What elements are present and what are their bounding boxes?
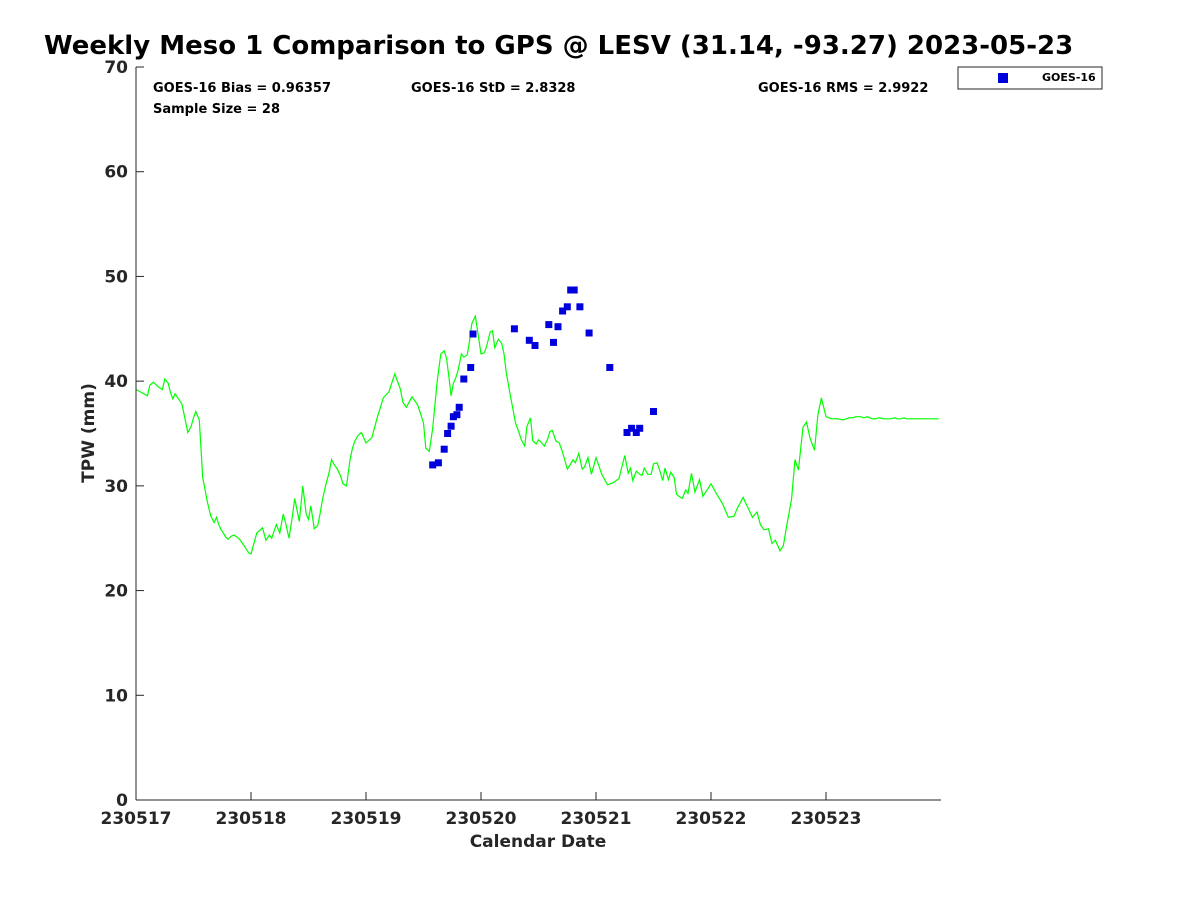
goes-point — [469, 330, 477, 338]
goes-point — [429, 461, 437, 469]
bias-stat: GOES-16 Bias = 0.96357 — [153, 81, 331, 96]
legend-goes-marker — [998, 73, 1008, 83]
goes-point — [550, 338, 557, 346]
legend-box — [957, 66, 1103, 90]
goes-point — [440, 445, 448, 453]
x-tick-label: 230518 — [216, 809, 287, 829]
y-axis-label: TPW (mm) — [79, 383, 99, 483]
y-ticks: 0 10 20 30 40 50 60 70 — [104, 58, 144, 811]
gps-tpw-line — [135, 314, 939, 555]
goes-point — [447, 422, 455, 430]
plot-area — [136, 67, 941, 800]
x-tick-label: 230519 — [331, 809, 402, 829]
goes-series-layer — [429, 286, 657, 469]
x-ticks: 230517 230518 230519 230520 230521 230522 2305… — [101, 792, 862, 829]
y-tick-label: 0 — [116, 791, 128, 811]
goes-point — [632, 429, 640, 436]
y-tick-label: 70 — [104, 58, 128, 78]
goes-point — [545, 321, 553, 329]
goes-point — [636, 424, 644, 432]
goes-point — [585, 329, 593, 337]
x-tick-label: 230521 — [561, 809, 632, 829]
x-tick-label: 230520 — [446, 809, 517, 829]
y-tick-label: 30 — [104, 477, 128, 497]
goes-point — [570, 286, 578, 294]
y-tick-label: 40 — [104, 372, 128, 392]
y-tick-label: 50 — [104, 267, 128, 287]
goes-point — [453, 411, 461, 419]
goes-point — [576, 303, 584, 311]
goes-point — [628, 424, 636, 432]
x-tick-label: 230522 — [676, 809, 747, 829]
goes-point — [460, 375, 468, 383]
gps-series-layer — [135, 314, 939, 555]
x-tick-label: 230523 — [791, 809, 862, 829]
goes-point — [525, 336, 533, 344]
goes-point — [563, 303, 571, 311]
goes-point — [559, 307, 567, 315]
y-tick-label: 20 — [104, 582, 128, 602]
x-tick-label: 230517 — [101, 809, 172, 829]
axes — [135, 67, 941, 801]
y-tick-label: 10 — [104, 686, 128, 706]
goes-point — [531, 342, 539, 349]
goes-point — [606, 364, 614, 371]
sample-size-stat: Sample Size = 28 — [153, 102, 280, 117]
goes-point — [510, 325, 518, 333]
chart-title: Weekly Meso 1 Comparison to GPS @ LESV (… — [44, 31, 1073, 61]
legend: GOES-16 — [957, 66, 1103, 90]
goes-point — [434, 459, 442, 467]
rms-stat: GOES-16 RMS = 2.9922 — [758, 81, 928, 96]
goes-point — [455, 403, 463, 411]
legend-goes-label: GOES-16 — [1042, 71, 1096, 84]
goes-point — [467, 364, 475, 371]
goes-point — [650, 408, 657, 415]
goes-point — [623, 429, 631, 436]
std-stat: GOES-16 StD = 2.8328 — [411, 81, 575, 96]
y-tick-label: 60 — [104, 163, 128, 183]
goes-point — [554, 323, 562, 331]
x-axis-label: Calendar Date — [470, 832, 607, 852]
goes-point — [444, 430, 452, 437]
